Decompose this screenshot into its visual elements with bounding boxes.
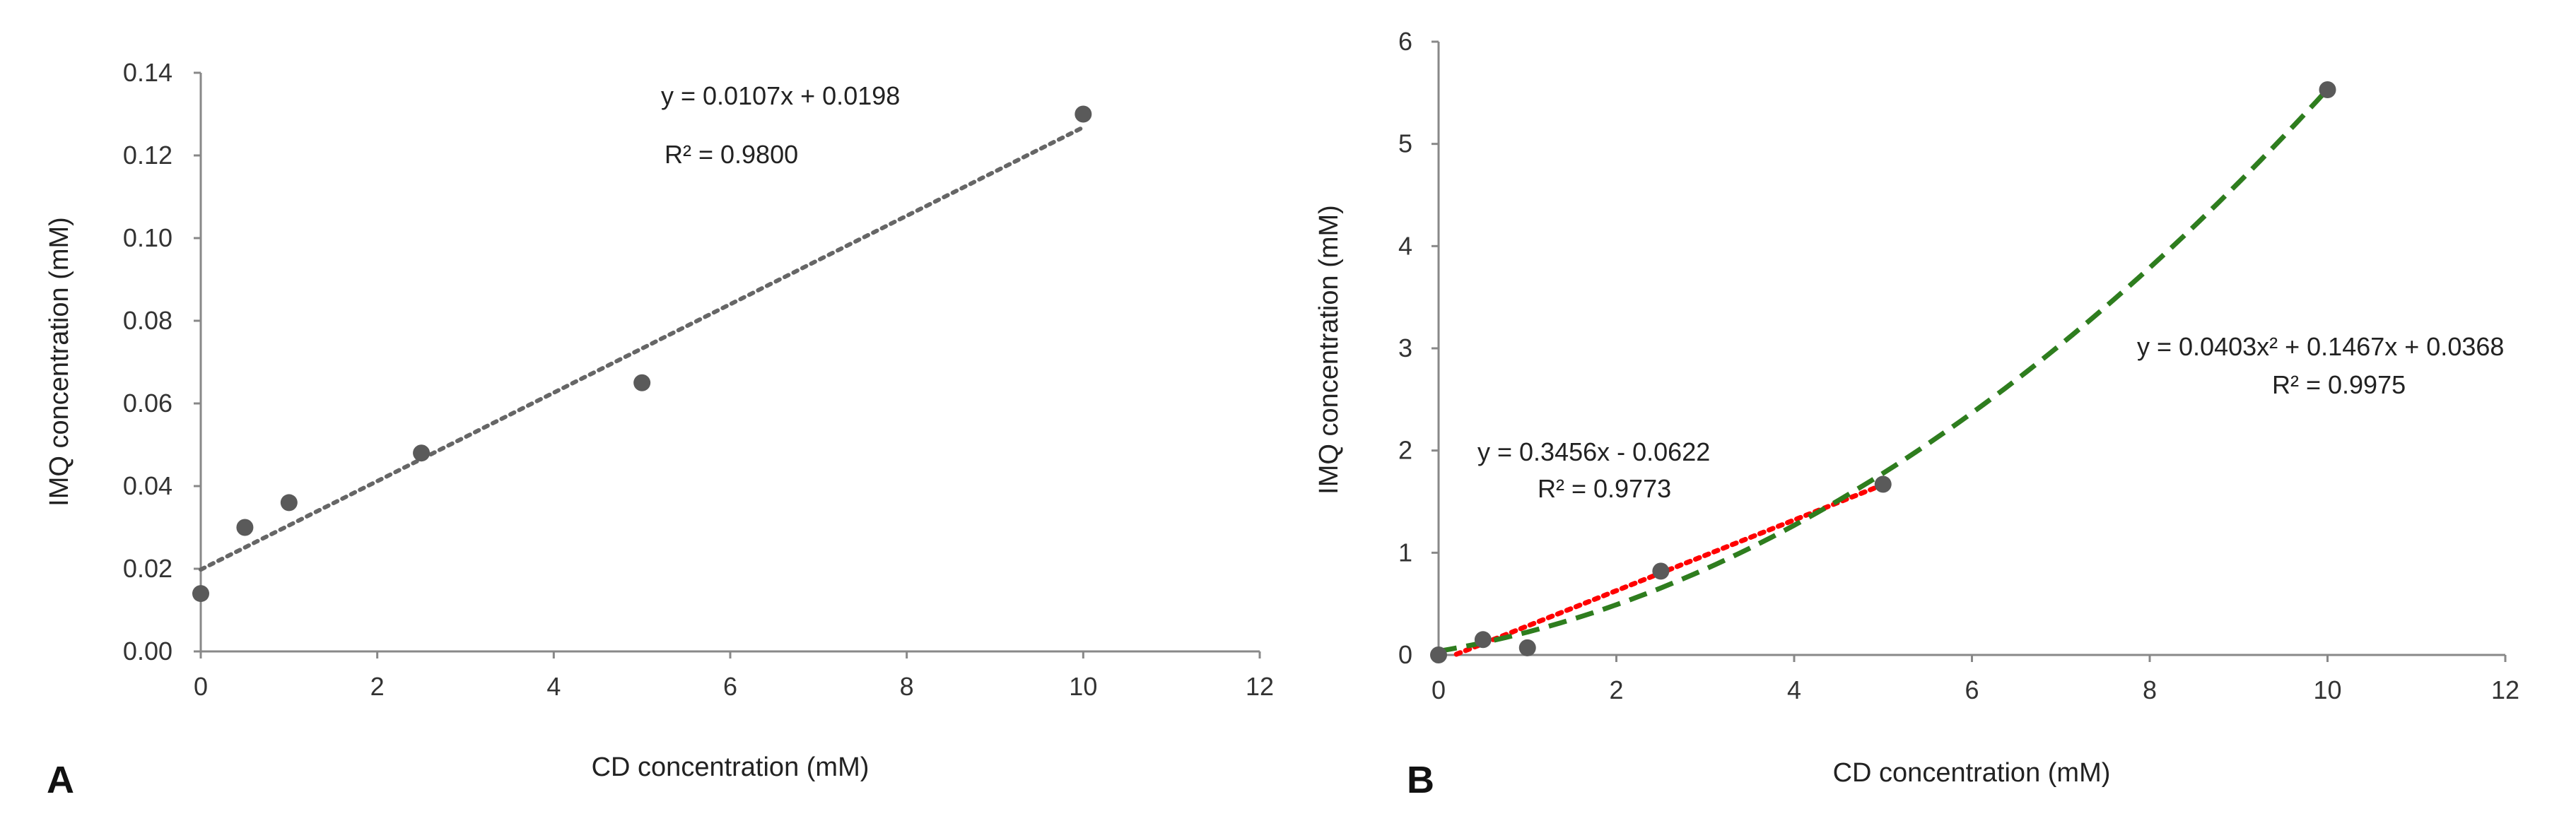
panel-b-linear-equation: y = 0.3456x - 0.0622 [1477,437,1710,466]
y-tick-label: 2 [1398,436,1412,465]
x-tick-label: 8 [2143,675,2157,704]
data-point [280,494,298,512]
data-point [1474,631,1492,649]
panel-a-trendlines [199,125,1086,572]
y-tick-label: 0.06 [123,389,172,418]
data-point [1518,639,1536,656]
data-point [633,374,651,391]
y-tick-label: 0.02 [123,554,172,583]
data-point [413,444,431,462]
x-tick-label: 4 [546,672,561,701]
data-point [1874,475,1892,493]
panel-b-x-axis-title: CD concentration (mM) [1833,758,2111,788]
panel-b-points [1430,81,2336,663]
panel-a-x-axis-title: CD concentration (mM) [592,752,870,782]
x-tick-label: 12 [1246,672,1274,701]
x-tick-label: 2 [370,672,385,701]
x-tick-label: 6 [723,672,737,701]
panel-b-quadratic-r2: R² = 0.9975 [2272,370,2406,399]
panel-b-quadratic-equation: y = 0.0403x² + 0.1467x + 0.0368 [2137,332,2504,361]
x-tick-label: 4 [1787,675,1801,704]
panel-a-trend-equation: y = 0.0107x + 0.0198 [661,81,900,110]
x-tick-label: 10 [1069,672,1097,701]
panel-a-points [192,105,1092,603]
x-tick-label: 6 [1965,675,1979,704]
y-tick-label: 3 [1398,333,1412,362]
y-tick-label: 0.00 [123,637,172,666]
x-tick-label: 10 [2313,675,2341,704]
y-tick-label: 0.10 [123,223,172,252]
y-tick-label: 6 [1398,27,1412,56]
panel-a: 0 2 4 6 8 10 12 0.000.020.040.060.080.100.120.… [45,58,1274,801]
panel-b-y-axis-title: IMQ concentration (mM) [1314,205,1344,495]
data-point [1652,562,1670,580]
panel-a-x-ticks: 0 2 4 6 8 10 12 [194,651,1274,701]
panel-a-y-axis-title: IMQ concentration (mM) [45,217,74,507]
data-point [192,585,209,603]
data-point [236,519,254,536]
x-tick-label: 2 [1609,675,1623,704]
y-tick-label: 0.08 [123,306,172,335]
y-tick-label: 0 [1398,640,1412,669]
panel-a-trend-r2: R² = 0.9800 [665,140,798,169]
y-tick-label: 1 [1398,538,1412,567]
data-point [1075,105,1092,123]
panel-a-y-ticks: 0.00 0.02 0.04 0.06 0.08 0.10 0.12 0.14 [123,58,201,666]
x-tick-label: 0 [194,672,208,701]
y-tick-label: 0.14 [123,58,172,87]
x-tick-label: 12 [2491,675,2519,704]
y-tick-label: 4 [1398,231,1412,260]
x-tick-label: 0 [1432,675,1446,704]
x-tick-label: 8 [900,672,914,701]
y-tick-label: 0.04 [123,471,172,500]
y-tick-label: 5 [1398,129,1412,158]
panel-a-label: A [47,759,74,801]
panel-b-x-ticks: 0 2 4 6 8 10 12 [1432,655,2519,704]
trendline-linear [199,125,1086,572]
data-point [1430,646,1447,663]
trendline-quadratic [1438,88,2330,654]
data-point [2319,81,2336,98]
panel-b-trendlines [1438,88,2330,657]
panel-b-y-ticks: 0 1 2 3 4 5 6 [1398,27,1439,669]
panel-b-label: B [1407,759,1434,801]
panel-b-linear-r2: R² = 0.9773 [1538,474,1671,503]
y-tick-label: 0.12 [123,141,172,170]
